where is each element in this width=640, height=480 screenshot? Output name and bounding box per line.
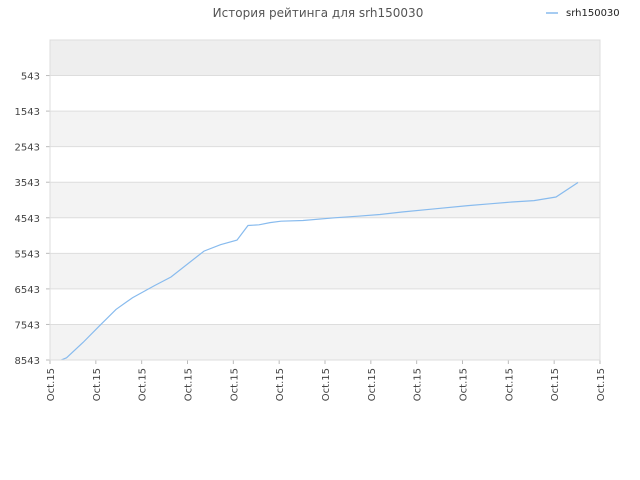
- x-tick-label: Oct.15: [138, 368, 149, 401]
- plot-band: [50, 111, 600, 147]
- x-tick-label: Oct.15: [184, 368, 195, 401]
- legend-label: srh150030: [566, 8, 620, 19]
- plot-band: [50, 253, 600, 289]
- plot-border: [49, 39, 601, 361]
- plot-band: [50, 288, 600, 325]
- plot-band: [50, 146, 600, 183]
- y-tick-label: 3543: [15, 178, 40, 189]
- x-tick-label: Oct.15: [550, 368, 561, 401]
- plot-band: [50, 182, 600, 218]
- x-tick-label: Oct.15: [275, 368, 286, 401]
- x-tick-label: Oct.15: [321, 368, 332, 401]
- x-tick-label: Oct.15: [504, 368, 515, 401]
- x-tick-label: Oct.15: [459, 368, 470, 401]
- plot-band: [50, 217, 600, 254]
- x-tick-label: Oct.15: [596, 368, 607, 401]
- plot-background: [50, 40, 600, 360]
- y-tick-label: 543: [21, 72, 40, 83]
- plot-band: [50, 324, 600, 360]
- x-tick-label: Oct.15: [413, 368, 424, 401]
- x-tick-label: Oct.15: [46, 368, 57, 401]
- chart-title: История рейтинга для srh150030: [213, 6, 424, 20]
- x-tick-label: Oct.15: [229, 368, 240, 401]
- x-tick-label: Oct.15: [367, 368, 378, 401]
- x-axis-ticks: Oct.15 Oct.15 Oct.15 Oct.15 Oct.15 Oct.15 Oct.…: [46, 360, 607, 401]
- plot-band: [50, 75, 600, 112]
- y-axis-ticks: 543 1543 2543 3543 4543 5543 6543 7543 8543: [15, 72, 50, 367]
- y-tick-label: 4543: [15, 214, 40, 225]
- y-tick-label: 7543: [15, 320, 40, 331]
- legend: srh150030: [546, 8, 620, 19]
- y-tick-label: 1543: [15, 107, 40, 118]
- series-layer: [60, 181, 579, 361]
- y-tick-label: 5543: [15, 249, 40, 260]
- y-tick-label: 8543: [15, 356, 40, 367]
- y-tick-label: 2543: [15, 143, 40, 154]
- x-tick-label: Oct.15: [92, 368, 103, 401]
- series-line: [60, 181, 579, 361]
- plot-band: [50, 40, 600, 76]
- y-tick-label: 6543: [15, 285, 40, 296]
